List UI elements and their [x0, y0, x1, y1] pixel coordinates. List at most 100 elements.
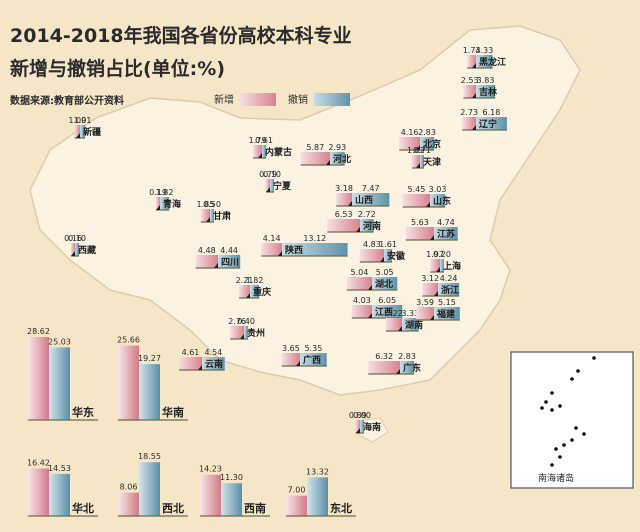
tick-mark-p10 — [206, 217, 210, 222]
inset-islands — [540, 356, 596, 467]
bar-cancel-p13 — [282, 243, 348, 256]
tick-mark-p11 — [348, 201, 352, 206]
tick-mark-p29 — [396, 369, 400, 374]
region-bar-cancel-r5 — [307, 477, 328, 516]
region-bar-new-r5 — [286, 495, 307, 516]
province-name-p2: 辽宁 — [479, 118, 497, 130]
bar-cancel-p12 — [430, 194, 446, 207]
tick-mark-p0 — [472, 63, 476, 68]
inset-frame — [510, 351, 634, 489]
label-new-p13: 4.14 — [263, 234, 281, 243]
island-dot-11 — [562, 443, 566, 447]
label-cancel-p29: 2.83 — [398, 352, 416, 361]
bar-new-p23 — [351, 305, 372, 318]
label-cancel-p22: 4.24 — [440, 274, 458, 283]
label-cancel-p1: 3.83 — [477, 76, 495, 85]
label-new-p17: 0.16 — [64, 234, 82, 243]
island-dot-4 — [544, 400, 548, 404]
region-bar-cancel-r2 — [49, 473, 70, 516]
bar-new-p6 — [253, 145, 262, 158]
bar-cancel-p7 — [330, 152, 345, 165]
label-cancel-p15: 4.74 — [437, 218, 455, 227]
bar-new-p21 — [238, 285, 250, 298]
label-cancel-p2: 6.18 — [483, 108, 501, 117]
bar-cancel-p0 — [476, 55, 493, 68]
tick-mark-p17 — [71, 251, 75, 256]
label-new-p30: 0.89 — [349, 411, 367, 420]
tick-mark-p3 — [416, 145, 420, 150]
bar-cancel-p17 — [75, 243, 79, 256]
chart-title-line2: 新增与撤销占比(单位:%) — [10, 57, 225, 80]
island-dot-13 — [558, 455, 562, 459]
bar-cancel-p16 — [384, 249, 393, 262]
label-new-p24: 3.22 — [385, 309, 403, 318]
bar-cancel-p2 — [476, 117, 507, 130]
province-name-p15: 江苏 — [437, 228, 455, 240]
region-label-cancel-r2: 14.53 — [48, 464, 71, 473]
province-name-p0: 黑龙江 — [479, 56, 506, 68]
bar-cancel-p29 — [400, 361, 415, 374]
label-new-p20: 5.04 — [350, 268, 368, 277]
label-new-p19: 1.97 — [426, 250, 444, 259]
tick-mark-p23 — [368, 313, 372, 318]
label-new-p14: 6.53 — [335, 210, 353, 219]
island-dot-8 — [574, 426, 578, 430]
bar-new-p0 — [467, 55, 476, 68]
label-cancel-p11: 7.47 — [362, 184, 380, 193]
label-cancel-p19: 0.20 — [433, 250, 451, 259]
region-label-cancel-r0: 25.03 — [48, 337, 71, 346]
province-name-p30: 海南 — [363, 421, 381, 433]
province-name-p19: 上海 — [443, 260, 461, 272]
region-name-r4: 西南 — [244, 501, 266, 515]
label-new-p29: 6.32 — [375, 352, 393, 361]
bar-new-p29 — [368, 361, 400, 374]
island-dot-1 — [576, 369, 580, 373]
region-name-r5: 东北 — [330, 501, 352, 515]
tick-mark-p13 — [278, 251, 282, 256]
label-new-p26: 2.76 — [228, 317, 246, 326]
bar-new-p27 — [178, 357, 202, 370]
region-label-new-r1: 25.66 — [117, 336, 140, 345]
label-new-p27: 4.61 — [182, 348, 200, 357]
bar-cancel-p9 — [160, 197, 170, 210]
bar-cancel-p10 — [210, 209, 214, 222]
bar-new-p14 — [327, 219, 360, 232]
island-dot-7 — [558, 404, 562, 408]
bar-cancel-p5 — [80, 125, 86, 138]
tick-mark-p21 — [246, 293, 250, 298]
bar-new-p9 — [156, 197, 160, 210]
province-name-p20: 湖北 — [375, 278, 393, 290]
island-dot-10 — [570, 438, 574, 442]
label-new-p15: 5.63 — [411, 218, 429, 227]
bar-new-p30 — [355, 420, 360, 433]
island-dot-9 — [582, 432, 586, 436]
region-label-new-r5: 7.00 — [288, 486, 306, 495]
tick-mark-p22 — [434, 291, 438, 296]
legend-new-label: 新增 — [214, 93, 234, 106]
label-cancel-p24: 3.33 — [401, 309, 419, 318]
label-cancel-p26: 0.40 — [237, 317, 255, 326]
province-name-p14: 河南 — [363, 220, 381, 232]
region-group-r1: 25.66 19.27 华南 — [117, 336, 188, 421]
label-cancel-p18: 4.44 — [220, 246, 238, 255]
region-group-r5: 7.00 13.32 东北 — [286, 467, 356, 517]
region-name-r1: 华南 — [162, 405, 184, 419]
label-cancel-p21: 1.82 — [246, 276, 264, 285]
province-name-p12: 山东 — [433, 195, 451, 207]
chart-title-line1: 2014-2018年我国各省份高校本科专业 — [10, 24, 352, 47]
